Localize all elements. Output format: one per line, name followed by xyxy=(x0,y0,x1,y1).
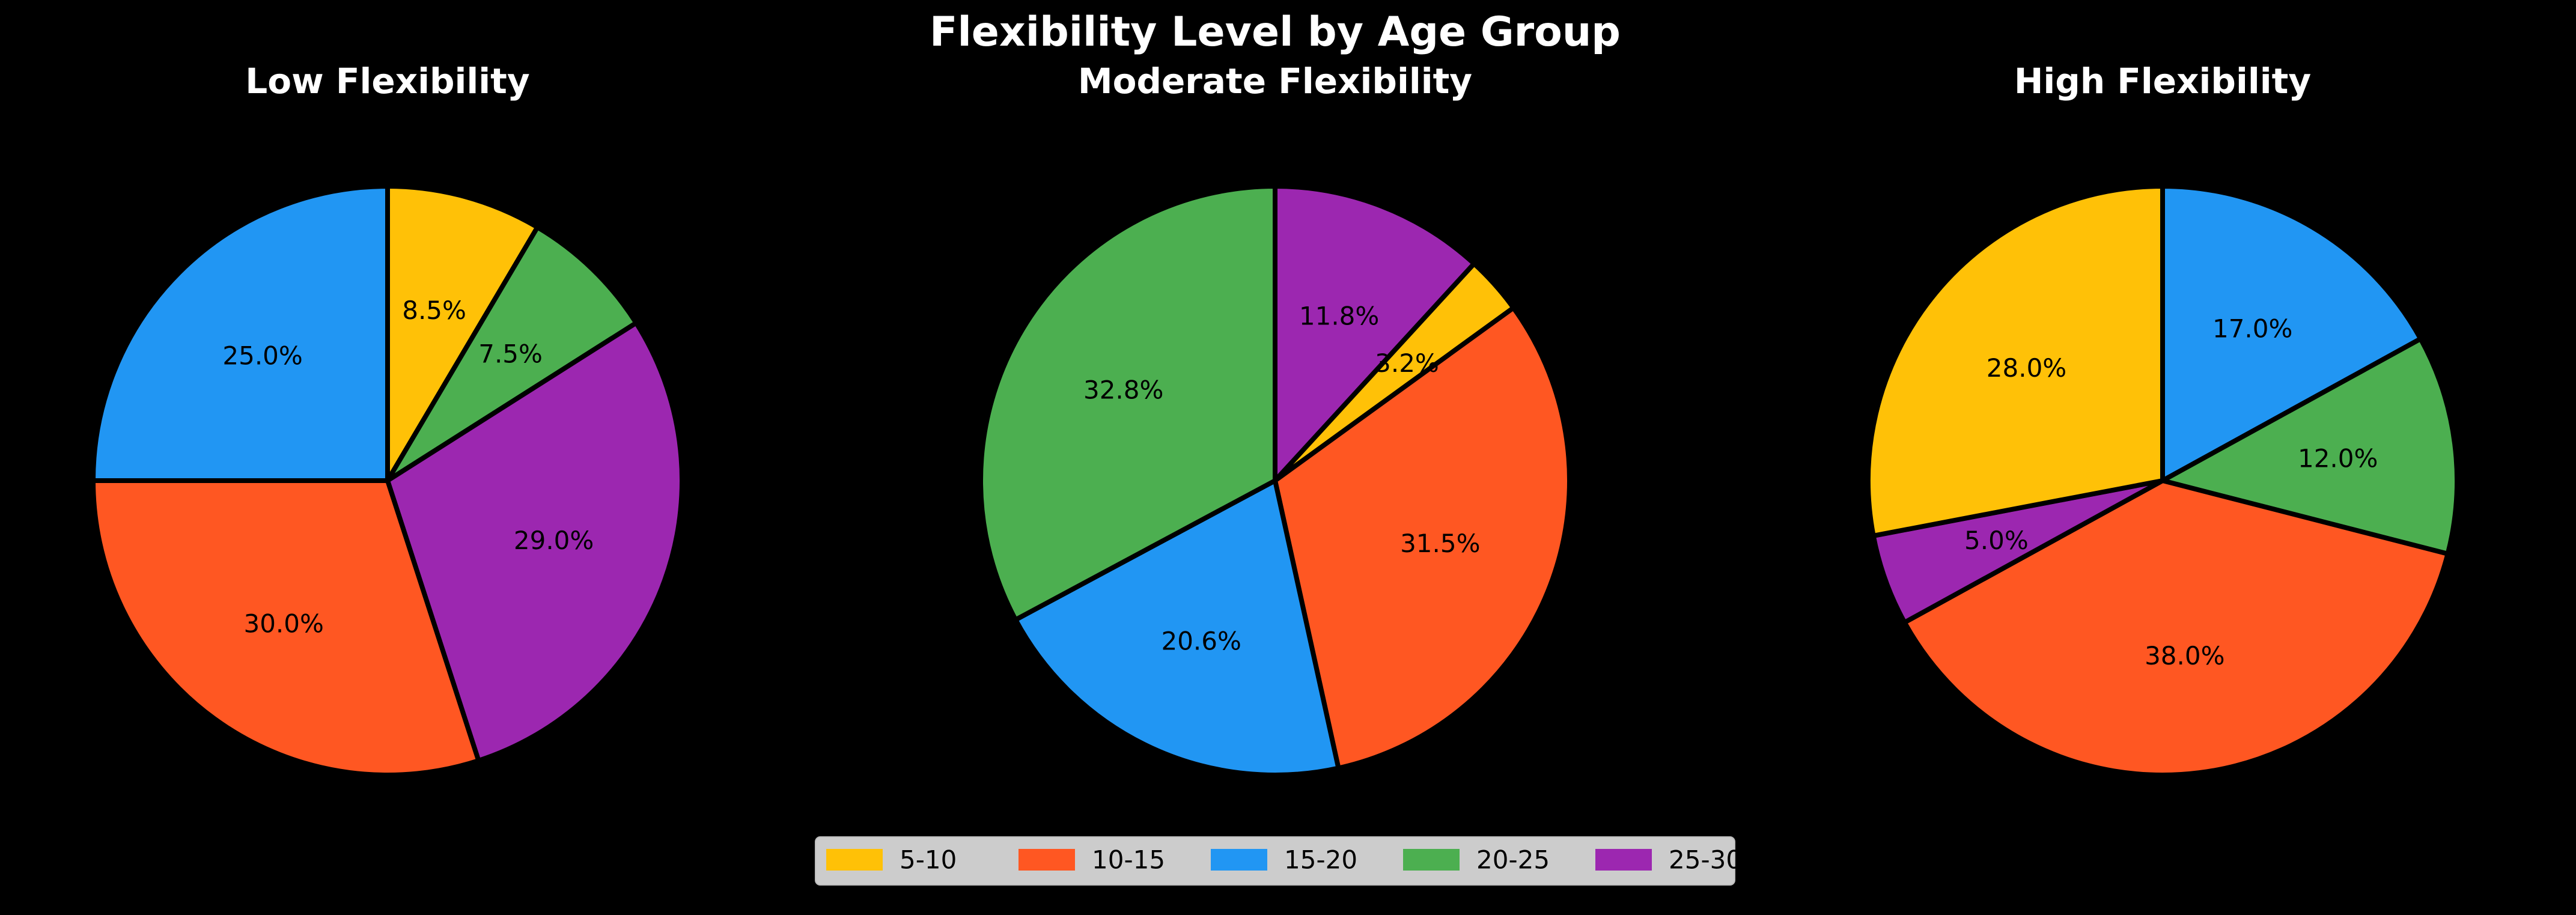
legend-label: 20-25 xyxy=(1476,845,1550,875)
pie-slice-15-20 xyxy=(91,184,390,483)
pie-chart-title: Low Flexibility xyxy=(245,61,529,102)
legend-item-5-10: 5-10 xyxy=(826,845,957,875)
slice-percent-label: 8.5% xyxy=(402,296,466,325)
legend: 5-10 10-15 15-20 20-25 25-30 xyxy=(815,836,1742,886)
slice-percent-label: 31.5% xyxy=(1400,529,1480,558)
slice-percent-label: 20.6% xyxy=(1161,627,1241,656)
slice-percent-label: 17.0% xyxy=(2212,314,2292,343)
pie-slice-20-25 xyxy=(2160,336,2460,556)
pie-slice-5-10 xyxy=(385,184,540,483)
pie-chart-1: Low Flexibility 8.5% 7.5% 29.0% 30.0% 25.0% xyxy=(91,61,684,777)
slice-percent-label: 3.2% xyxy=(1375,348,1439,378)
legend-label: 25-30 xyxy=(1669,845,1742,875)
legend-label: 5-10 xyxy=(900,845,957,875)
pie-chart-2: Moderate Flexibility 11.8% 3.2% 31.5% 20.6% 3… xyxy=(978,61,1572,777)
pie-slice-15-20 xyxy=(1013,478,1341,777)
legend-item-15-20: 15-20 xyxy=(1211,845,1357,875)
legend-swatch xyxy=(1595,849,1652,871)
legend-item-10-15: 10-15 xyxy=(1019,845,1165,875)
legend-item-20-25: 20-25 xyxy=(1403,845,1550,875)
legend-swatch xyxy=(1019,849,1075,871)
slice-percent-label: 32.8% xyxy=(1083,375,1163,405)
pie-slice-25-30 xyxy=(1273,184,1477,483)
pie-chart-title: Moderate Flexibility xyxy=(1078,61,1472,102)
pie-slice-10-15 xyxy=(91,478,481,777)
slice-percent-label: 11.8% xyxy=(1299,302,1379,331)
pie-slice-5-10 xyxy=(1866,184,2165,538)
pie-slice-15-20 xyxy=(2160,184,2423,483)
pie-charts-group: Low Flexibility 8.5% 7.5% 29.0% 30.0% 25.0% Mo… xyxy=(91,61,2460,777)
pie-slice-25-30 xyxy=(385,320,684,764)
slice-percent-label: 28.0% xyxy=(1987,353,2066,383)
pie-chart-title: High Flexibility xyxy=(2014,61,2311,102)
legend-swatch xyxy=(1211,849,1267,871)
legend-swatch xyxy=(1403,849,1460,871)
pie-chart-3: High Flexibility 17.0% 12.0% 38.0% 5.0% 28.0% xyxy=(1866,61,2460,777)
slice-percent-label: 5.0% xyxy=(1964,526,2029,555)
pie-slice-10-15 xyxy=(1902,478,2450,777)
legend-items: 5-10 10-15 15-20 20-25 25-30 xyxy=(826,845,1742,875)
slice-percent-label: 29.0% xyxy=(514,526,594,555)
legend-label: 10-15 xyxy=(1092,845,1165,875)
pie-slice-10-15 xyxy=(1273,305,1572,771)
legend-label: 15-20 xyxy=(1284,845,1357,875)
pie-slice-20-25 xyxy=(385,225,639,483)
slice-percent-label: 12.0% xyxy=(2298,444,2378,473)
slice-percent-label: 7.5% xyxy=(478,339,543,368)
pie-slice-20-25 xyxy=(978,184,1277,622)
slice-percent-label: 38.0% xyxy=(2145,641,2224,670)
slice-percent-label: 25.0% xyxy=(222,341,302,371)
legend-swatch xyxy=(826,849,883,871)
legend-item-25-30: 25-30 xyxy=(1595,845,1742,875)
main-title: Flexibility Level by Age Group xyxy=(930,8,1621,56)
slice-percent-label: 30.0% xyxy=(243,609,323,638)
